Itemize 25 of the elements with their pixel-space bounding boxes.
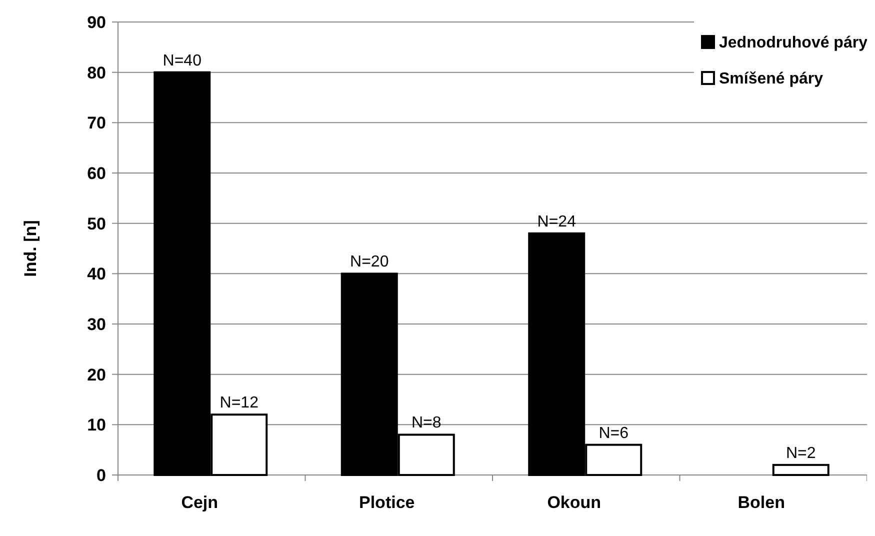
legend-label: Smíšené páry [719,70,824,88]
annotation: N=24 [537,213,576,230]
x-tick-label: Cejn [181,493,218,512]
y-tick-label: 20 [87,365,106,384]
data-label: N=6 [598,424,629,442]
annotation: N=20 [350,254,389,271]
data-label: N=2 [786,444,816,462]
y-tick-label: 40 [87,264,106,284]
y-tick-label: 0 [96,466,106,485]
x-tick-label: Bolen [738,493,785,512]
y-tick-label: 30 [87,314,106,334]
x-tick-label: Plotice [359,493,415,512]
y-tick-label: 90 [87,12,106,32]
y-tick-label: 80 [87,63,106,82]
y-axis-title: Ind. [n] [21,220,40,277]
data-label: N=8 [411,414,442,432]
bar [772,464,830,476]
legend-label: Jednodruhové páry [719,34,868,52]
y-tick-label: 60 [87,164,106,183]
y-tick-label: 70 [87,114,106,133]
y-tick-label: 50 [87,214,106,234]
y-tick-label: 10 [87,416,106,435]
data-label: N=12 [220,394,259,412]
x-tick-label: Okoun [547,493,602,512]
annotation: N=40 [162,52,202,70]
